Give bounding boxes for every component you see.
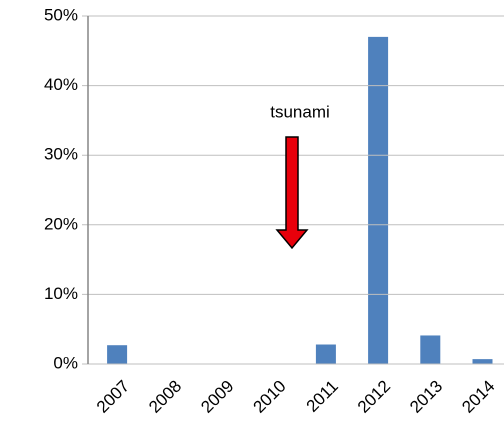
x-tick-label: 2011 xyxy=(303,377,342,416)
y-tick-label: 20% xyxy=(44,214,78,233)
annotation: tsunami xyxy=(270,102,330,121)
bar xyxy=(368,36,389,364)
y-tick-label: 40% xyxy=(44,75,78,94)
bar xyxy=(472,359,493,364)
x-tick-label: 2007 xyxy=(93,377,133,417)
x-tick-label: 2010 xyxy=(250,377,290,417)
y-tick-label: 50% xyxy=(44,5,78,24)
y-tick-label: 0% xyxy=(53,353,78,372)
bar xyxy=(315,344,336,364)
x-tick-label: 2012 xyxy=(354,377,394,417)
bar xyxy=(420,335,441,364)
y-tick-label: 10% xyxy=(44,284,78,303)
bar xyxy=(107,345,128,364)
x-tick-label: 2014 xyxy=(458,377,498,417)
x-tick-label: 2008 xyxy=(145,377,185,417)
x-tick-label: 2009 xyxy=(197,377,237,417)
y-tick-label: 30% xyxy=(44,145,78,164)
x-tick-label: 2013 xyxy=(406,377,446,417)
annotation-arrow xyxy=(275,136,309,250)
